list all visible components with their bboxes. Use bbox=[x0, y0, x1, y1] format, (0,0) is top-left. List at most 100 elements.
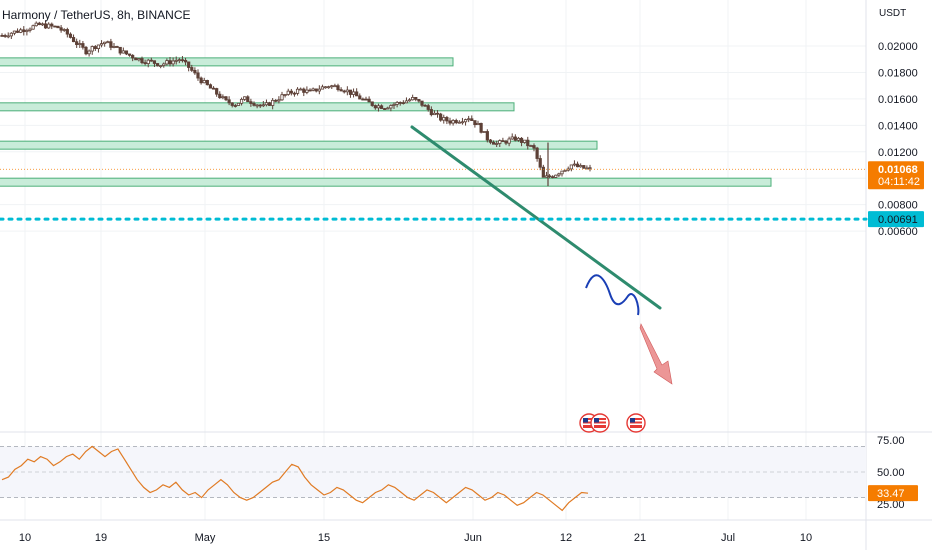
candle bbox=[423, 104, 427, 107]
candle-body bbox=[177, 59, 181, 62]
candle-body bbox=[280, 94, 284, 101]
candle-body bbox=[34, 22, 38, 27]
candle bbox=[526, 136, 530, 150]
candle bbox=[476, 120, 480, 126]
candle-body bbox=[383, 108, 387, 110]
candle bbox=[295, 87, 300, 96]
drawings[interactable] bbox=[0, 125, 868, 385]
candle-body bbox=[470, 118, 474, 121]
candle-body bbox=[236, 102, 241, 106]
support-zone-0[interactable] bbox=[0, 57, 454, 67]
candle-body bbox=[379, 105, 384, 109]
candle-body bbox=[386, 107, 390, 110]
candle bbox=[190, 64, 194, 72]
target-arrow-shape[interactable] bbox=[639, 323, 673, 385]
candle-body bbox=[448, 120, 452, 124]
us-flag-stripe bbox=[583, 423, 595, 425]
candle-body bbox=[417, 99, 421, 102]
candle bbox=[267, 101, 272, 107]
candle bbox=[327, 85, 331, 89]
candle bbox=[177, 57, 181, 64]
candle-body bbox=[81, 43, 85, 48]
price-axis[interactable]: 0.02000 0.01800 0.01600 0.01400 0.01200 0.010… bbox=[868, 41, 924, 511]
candle-body bbox=[355, 91, 359, 97]
rsi-badge-bg bbox=[868, 485, 918, 502]
candle bbox=[283, 93, 287, 98]
candle-body bbox=[311, 88, 315, 91]
candle-body bbox=[28, 28, 32, 31]
price-tick-label: 0.01800 bbox=[878, 67, 918, 79]
candle bbox=[264, 99, 269, 107]
candle-body bbox=[112, 46, 116, 48]
candle-body bbox=[330, 85, 334, 88]
us-flag-icon[interactable] bbox=[626, 413, 646, 433]
candle-body bbox=[358, 95, 362, 100]
support-zone-2[interactable] bbox=[0, 140, 598, 150]
candle bbox=[109, 38, 113, 51]
candle-body bbox=[345, 89, 349, 93]
candle bbox=[239, 97, 244, 106]
rsi-value-badge[interactable]: 33.47 bbox=[868, 485, 918, 502]
candle-body bbox=[498, 140, 502, 144]
candle bbox=[411, 94, 415, 101]
target-arrow[interactable] bbox=[639, 323, 673, 385]
candle bbox=[75, 38, 79, 48]
candle bbox=[277, 96, 281, 104]
downtrend-line[interactable] bbox=[410, 125, 662, 310]
candle bbox=[180, 56, 185, 63]
candle-body bbox=[485, 131, 489, 141]
us-flag-canton bbox=[583, 418, 588, 423]
candle bbox=[243, 96, 247, 101]
candle-body bbox=[544, 175, 549, 178]
candle-body bbox=[267, 102, 272, 106]
candle-body bbox=[292, 92, 297, 95]
us-flag-stripes bbox=[583, 418, 595, 428]
time-axis[interactable]: 10 19 May 15 Jun 12 21 Jul 10 bbox=[19, 532, 812, 544]
candle bbox=[579, 163, 583, 168]
candle bbox=[333, 83, 337, 88]
candle-body bbox=[314, 88, 318, 92]
current-price-value: 0.01068 bbox=[878, 164, 918, 176]
time-axis-label: Jul bbox=[721, 532, 735, 544]
candle-body bbox=[71, 37, 76, 43]
candle-body bbox=[283, 94, 287, 96]
candle bbox=[535, 146, 539, 162]
candle bbox=[43, 20, 48, 29]
candle-body bbox=[118, 46, 122, 54]
candle-body bbox=[547, 175, 552, 178]
candle-body bbox=[25, 29, 29, 33]
candle bbox=[551, 175, 555, 179]
target-price-badge[interactable]: 0.00691 bbox=[868, 211, 924, 228]
candle bbox=[0, 33, 4, 37]
time-axis-label: May bbox=[195, 532, 216, 544]
candle bbox=[258, 104, 262, 109]
us-flag-icon[interactable] bbox=[590, 413, 610, 433]
candle bbox=[202, 77, 206, 84]
candle bbox=[134, 57, 138, 61]
candle bbox=[152, 60, 157, 67]
candle bbox=[47, 22, 51, 29]
candle-body bbox=[348, 89, 353, 95]
time-axis-label: 10 bbox=[800, 532, 812, 544]
candle bbox=[373, 104, 377, 110]
candle-body bbox=[205, 80, 209, 86]
candle bbox=[569, 164, 573, 172]
candle bbox=[351, 88, 356, 98]
candle-body bbox=[19, 29, 23, 33]
candle bbox=[585, 165, 589, 170]
candle-body bbox=[59, 27, 63, 31]
candle-body bbox=[579, 165, 583, 168]
candle-body bbox=[261, 104, 265, 107]
candle bbox=[532, 143, 536, 152]
projected-path[interactable] bbox=[585, 274, 640, 316]
economic-events[interactable] bbox=[579, 413, 646, 433]
candle-body bbox=[146, 59, 150, 64]
candle-body bbox=[143, 62, 147, 65]
target-badge-bg bbox=[868, 211, 924, 228]
support-zone-3[interactable] bbox=[0, 177, 772, 187]
rsi-tick-label: 25.00 bbox=[877, 499, 905, 511]
price-tick-label: 0.00600 bbox=[878, 226, 918, 238]
